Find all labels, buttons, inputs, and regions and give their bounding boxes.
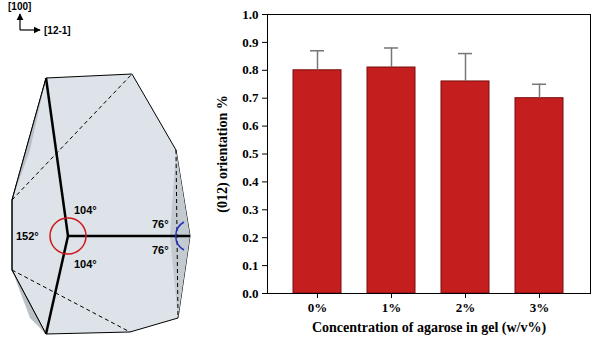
svg-text:0%: 0%: [308, 300, 328, 315]
svg-text:(012) orientation %: (012) orientation %: [215, 95, 231, 212]
svg-text:1%: 1%: [382, 300, 402, 315]
svg-text:0.1: 0.1: [242, 258, 258, 273]
svg-text:0.3: 0.3: [242, 202, 259, 217]
svg-text:0.5: 0.5: [242, 146, 259, 161]
svg-text:152°: 152°: [16, 230, 39, 242]
svg-text:0.4: 0.4: [242, 174, 259, 189]
svg-text:76°: 76°: [152, 218, 169, 230]
svg-text:0.2: 0.2: [242, 230, 258, 245]
svg-text:104°: 104°: [74, 258, 97, 270]
svg-text:Concentration of agarose in ge: Concentration of agarose in gel (w/v%): [312, 320, 547, 336]
svg-text:0.9: 0.9: [242, 35, 259, 50]
svg-text:0.7: 0.7: [242, 90, 259, 105]
svg-text:[12-1]: [12-1]: [44, 25, 71, 36]
svg-text:2%: 2%: [456, 300, 476, 315]
svg-text:1.0: 1.0: [242, 7, 258, 22]
svg-text:104°: 104°: [74, 204, 97, 216]
svg-text:0.6: 0.6: [242, 118, 259, 133]
svg-text:0.0: 0.0: [242, 286, 258, 301]
svg-text:0.8: 0.8: [242, 62, 259, 77]
svg-text:3%: 3%: [530, 300, 550, 315]
svg-text:[100]: [100]: [8, 1, 31, 12]
svg-text:76°: 76°: [152, 244, 169, 256]
